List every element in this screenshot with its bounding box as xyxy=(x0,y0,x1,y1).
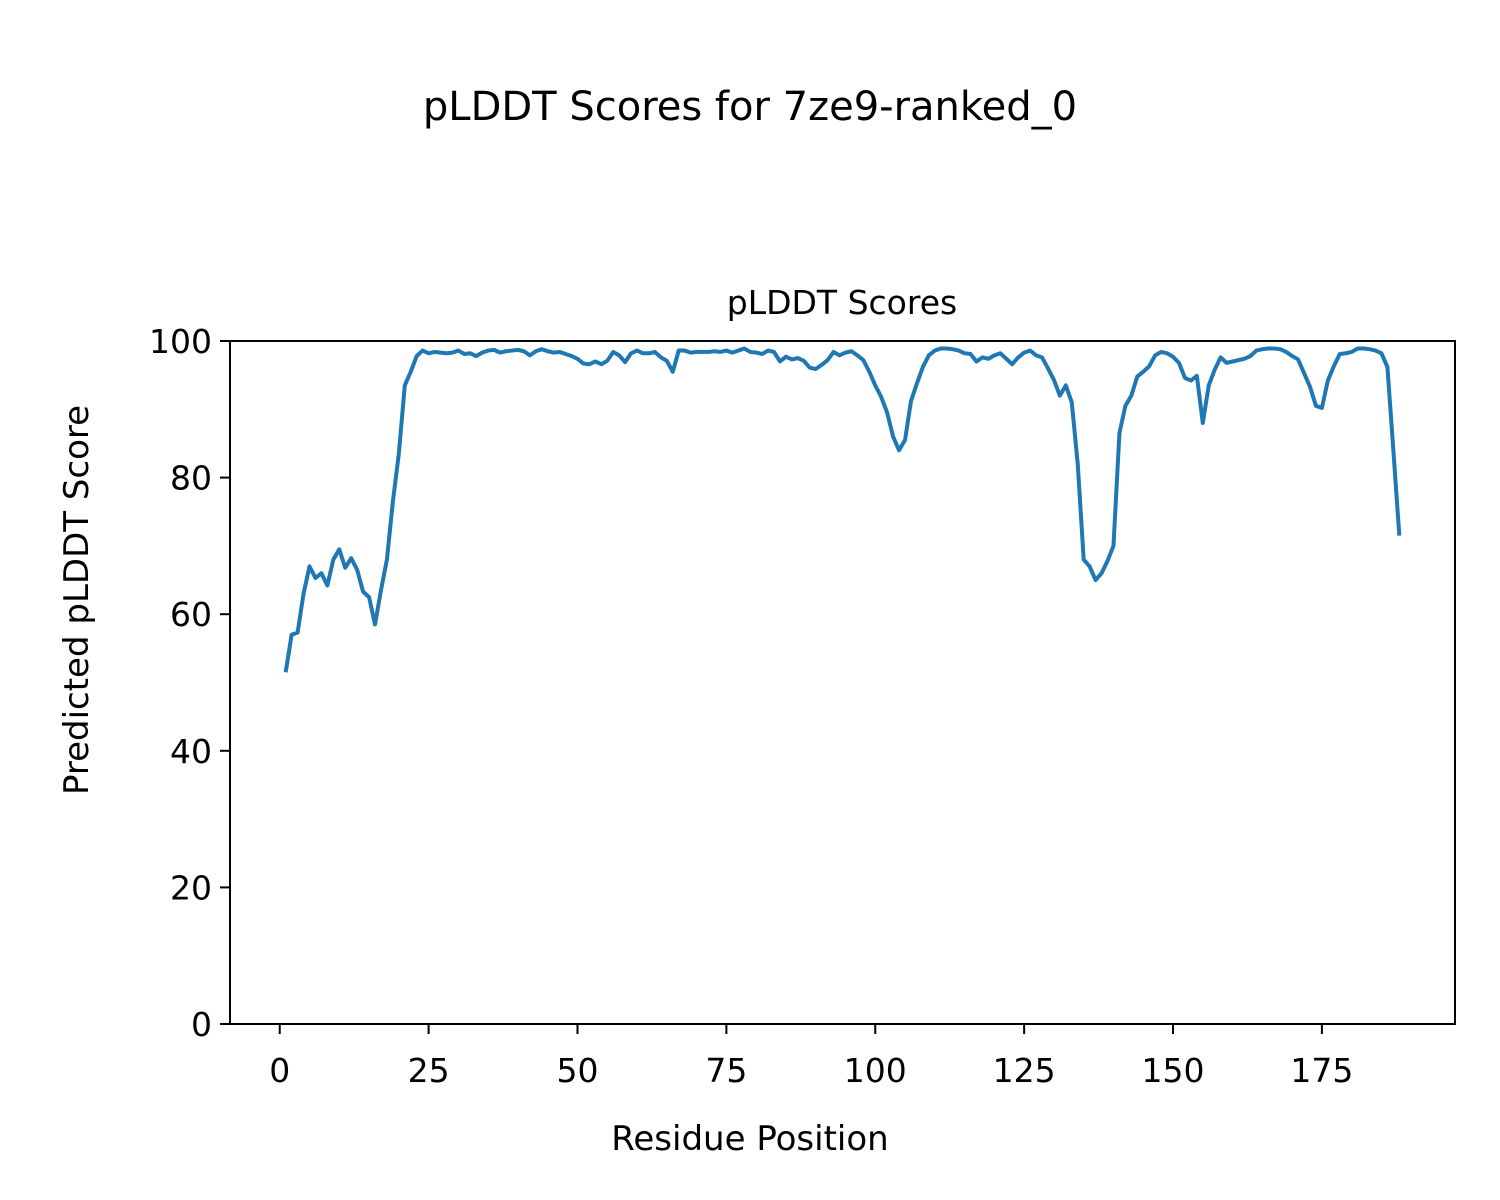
x-tick-label: 50 xyxy=(556,1051,598,1090)
x-tick-label: 125 xyxy=(993,1051,1056,1090)
axes-title: pLDDT Scores xyxy=(727,283,957,322)
x-tick-label: 100 xyxy=(844,1051,907,1090)
y-tick-label: 40 xyxy=(170,732,212,771)
x-tick-label: 0 xyxy=(269,1051,290,1090)
plot-frame xyxy=(229,340,1456,1025)
chart-title: pLDDT Scores for 7ze9-ranked_0 xyxy=(423,84,1077,130)
data-line xyxy=(283,346,1402,673)
y-tick-label: 100 xyxy=(149,322,212,361)
y-tick-label: 20 xyxy=(170,868,212,907)
y-tick-label: 0 xyxy=(191,1005,212,1044)
y-tick-label: 60 xyxy=(170,595,212,634)
y-axis-label: Predicted pLDDT Score xyxy=(57,405,97,795)
x-tick-label: 175 xyxy=(1290,1051,1353,1090)
y-tick-label: 80 xyxy=(170,459,212,498)
x-tick-label: 25 xyxy=(408,1051,450,1090)
x-axis-label: Residue Position xyxy=(611,1119,888,1159)
x-tick-label: 150 xyxy=(1142,1051,1205,1090)
x-tick-label: 75 xyxy=(705,1051,747,1090)
